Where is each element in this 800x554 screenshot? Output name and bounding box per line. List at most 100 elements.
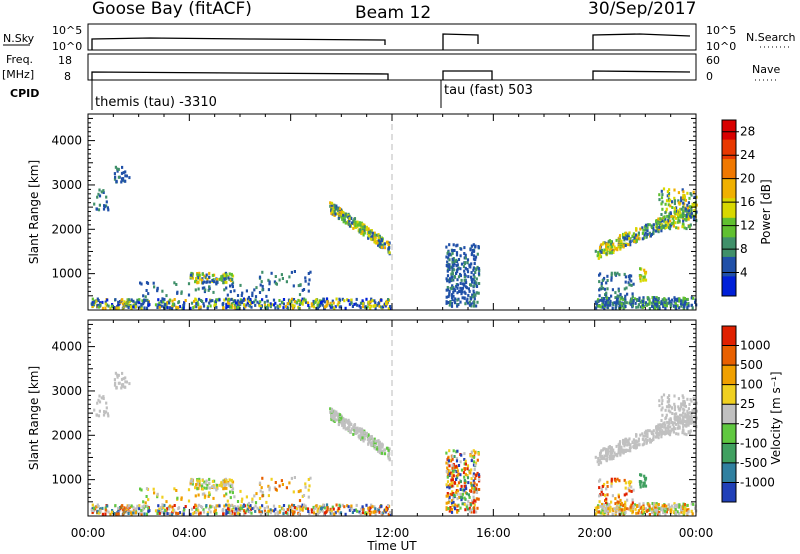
- echo-cell: [247, 501, 251, 505]
- echo-cell: [624, 442, 627, 446]
- echo-cell: [624, 280, 627, 284]
- echo-cell: [600, 454, 604, 458]
- echo-cell: [631, 295, 634, 299]
- echo-cell: [474, 245, 477, 249]
- echo-cell: [348, 302, 351, 306]
- echo-cell: [450, 507, 454, 511]
- echo-cell: [447, 468, 450, 472]
- echo-cell: [98, 203, 101, 207]
- echo-cell: [158, 305, 161, 309]
- echo-cell: [450, 301, 454, 305]
- echo-cell: [291, 303, 294, 307]
- echo-cell: [643, 474, 646, 478]
- echo-cell: [301, 297, 304, 301]
- echo-cell: [371, 440, 374, 444]
- echo-cell: [143, 506, 146, 510]
- echo-cell: [304, 506, 308, 510]
- echo-cell: [304, 485, 307, 489]
- echo-cell: [282, 298, 286, 301]
- echo-cell: [642, 442, 646, 446]
- echo-cell: [233, 505, 236, 509]
- x-tick-label: 16:00: [476, 526, 511, 540]
- echo-cell: [472, 495, 475, 499]
- echo-cell: [690, 296, 693, 300]
- echo-cell: [693, 215, 696, 219]
- echo-cell: [140, 513, 143, 517]
- echo-cell: [350, 507, 353, 511]
- echo-cell: [367, 236, 370, 240]
- echo-cell: [614, 497, 617, 501]
- echo-cell: [457, 275, 461, 279]
- echo-cell: [646, 508, 649, 512]
- echo-cell: [466, 476, 470, 480]
- echo-cell: [307, 495, 310, 499]
- echo-cell: [663, 509, 667, 513]
- echo-cell: [318, 510, 321, 514]
- echo-cell: [348, 421, 351, 425]
- echo-cell: [288, 275, 291, 279]
- echo-cell: [663, 219, 666, 223]
- echo-cell: [616, 248, 619, 252]
- cpid-entry-2: tau (fast) 503: [444, 83, 533, 98]
- echo-cell: [680, 421, 683, 425]
- echo-cell: [445, 255, 448, 259]
- echo-cell: [627, 449, 630, 453]
- echo-cell: [250, 305, 253, 309]
- echo-cell: [96, 195, 99, 199]
- echo-cell: [323, 506, 326, 510]
- echo-cell: [629, 449, 632, 453]
- echo-cell: [452, 492, 455, 495]
- echo-cell: [639, 433, 642, 437]
- echo-cell: [297, 284, 300, 288]
- echo-cell: [368, 440, 371, 444]
- echo-cell: [618, 508, 621, 512]
- echo-cell: [373, 231, 376, 235]
- echo-cell: [200, 278, 203, 282]
- echo-cell: [198, 271, 201, 275]
- echo-cell: [368, 230, 371, 234]
- echo-cell: [463, 256, 466, 260]
- echo-cell: [470, 302, 473, 306]
- echo-cell: [369, 438, 372, 442]
- echo-cell: [686, 397, 689, 401]
- echo-cell: [205, 280, 208, 284]
- echo-cell: [226, 301, 230, 305]
- echo-cell: [350, 298, 353, 302]
- echo-cell: [225, 492, 228, 496]
- echo-cell: [384, 302, 388, 306]
- echo-cell: [330, 303, 333, 307]
- echo-cell: [318, 299, 321, 303]
- echo-cell: [681, 196, 684, 200]
- echo-cell: [290, 506, 293, 510]
- echo-cell: [299, 507, 302, 511]
- echo-cell: [212, 496, 215, 500]
- echo-cell: [448, 263, 451, 267]
- echo-cell: [285, 486, 288, 490]
- echo-cell: [664, 512, 667, 516]
- echo-cell: [686, 305, 689, 309]
- echo-cell: [473, 506, 476, 510]
- echo-cell: [675, 206, 678, 210]
- echo-cell: [472, 449, 475, 453]
- echo-cell: [358, 304, 361, 308]
- echo-cell: [215, 298, 218, 302]
- echo-cell: [203, 286, 206, 290]
- echo-cell: [667, 297, 670, 301]
- echo-cell: [477, 272, 481, 276]
- echo-cell: [454, 507, 457, 511]
- echo-cell: [245, 495, 248, 499]
- echo-cell: [601, 305, 604, 309]
- echo-cell: [360, 438, 364, 442]
- echo-cell: [274, 512, 277, 516]
- echo-cell: [642, 296, 645, 300]
- echo-cell: [674, 415, 678, 419]
- nsky-trace: [91, 33, 691, 50]
- echo-cell: [454, 465, 457, 469]
- echo-cell: [316, 303, 319, 307]
- echo-cell: [136, 506, 139, 510]
- echo-cell: [601, 302, 604, 306]
- echo-cell: [367, 506, 370, 510]
- echo-cell: [662, 187, 666, 191]
- echo-cell: [307, 488, 310, 492]
- echo-cell: [603, 287, 607, 291]
